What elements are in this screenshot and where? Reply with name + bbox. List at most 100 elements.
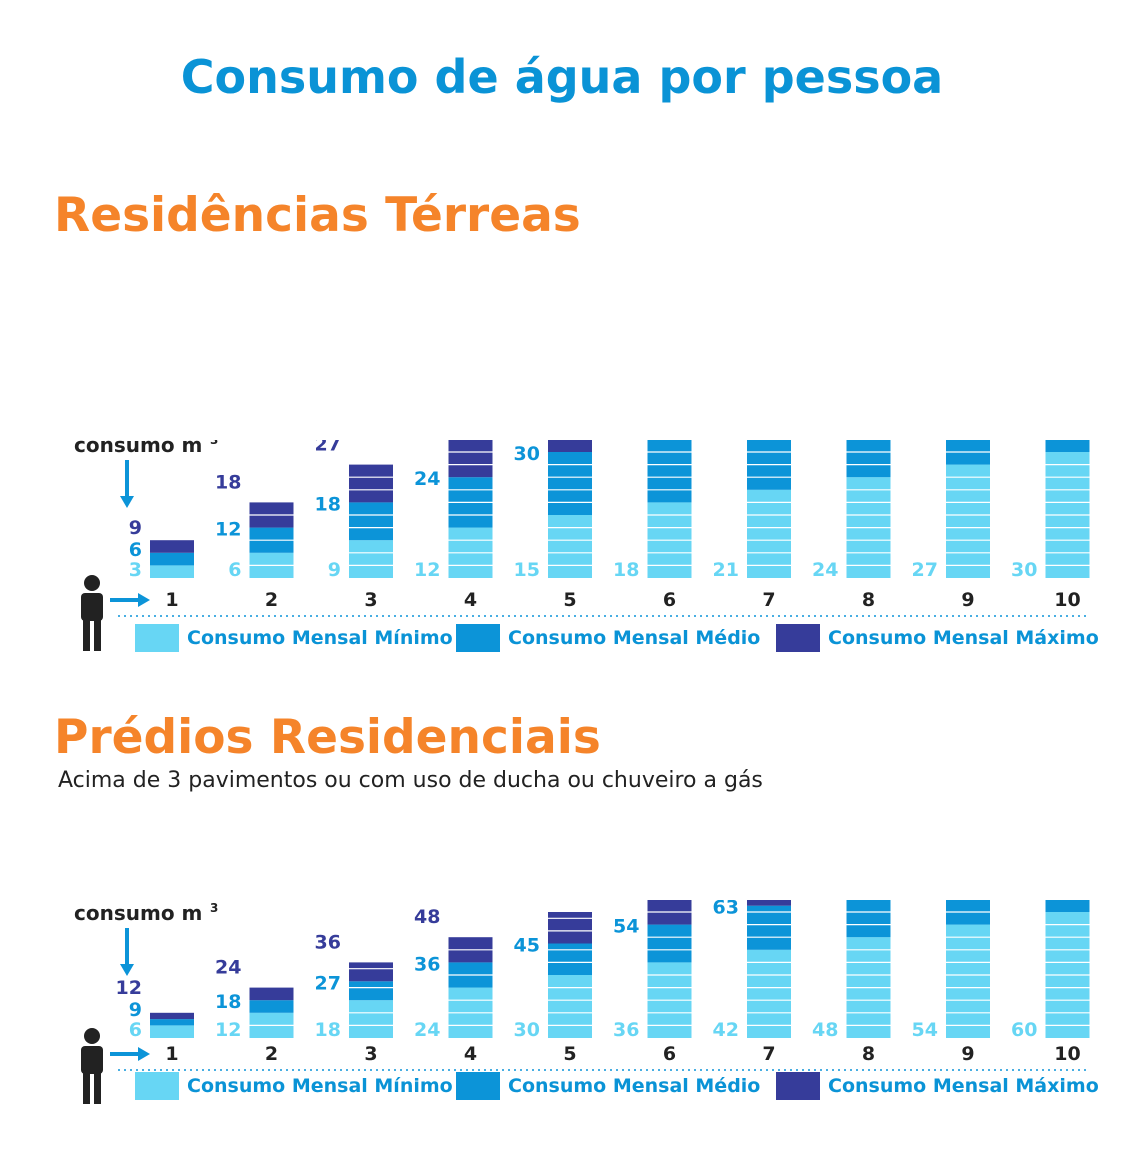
category-label-8: 8 (862, 1043, 875, 1065)
legend-label: Consumo Mensal Médio (508, 627, 761, 649)
bar-terreas-3-seg0 (349, 540, 393, 578)
category-label-2: 2 (265, 589, 278, 611)
legend-swatch (135, 1072, 179, 1100)
bar-predios-10-seg1 (1045, 900, 1090, 912)
value-label: 12 (215, 1019, 241, 1041)
bar-terreas-5-seg1 (548, 452, 592, 515)
category-label-5: 5 (563, 589, 576, 611)
page-title: Consumo de água por pessoa (180, 50, 944, 104)
value-label: 6 (129, 539, 142, 561)
category-label-1: 1 (165, 589, 178, 611)
legend-label: Consumo Mensal Máximo (828, 1075, 1099, 1097)
category-label-3: 3 (364, 1043, 377, 1065)
person-icon (94, 1072, 101, 1104)
bar-predios-7-seg2 (747, 900, 791, 906)
value-label: 6 (129, 1019, 142, 1041)
person-icon (81, 593, 103, 621)
bar-predios-1-seg1 (150, 1019, 194, 1026)
category-label-10: 10 (1054, 1043, 1080, 1065)
value-label: 12 (414, 559, 440, 581)
chart-predios-residenciais: 6912112182421827363243648430456053654726… (74, 900, 1090, 1104)
chart-subtitle-predios: Acima de 3 pavimentos ou com uso de duch… (58, 768, 763, 793)
value-label: 24 (812, 559, 838, 581)
value-label: 45 (514, 935, 540, 957)
arrow-right-icon (138, 593, 150, 607)
person-icon (81, 1046, 103, 1074)
value-label: 6 (228, 559, 241, 581)
bar-terreas-6-seg1 (647, 440, 692, 503)
legend-swatch (776, 624, 820, 652)
legend-label: Consumo Mensal Mínimo (187, 1075, 453, 1097)
value-label: 30 (514, 443, 540, 465)
bar-predios-3-seg1 (349, 981, 393, 1001)
category-label-2: 2 (265, 1043, 278, 1065)
bar-terreas-9-seg0 (946, 464, 990, 578)
value-label: 21 (713, 559, 739, 581)
value-label: 18 (613, 559, 639, 581)
legend-swatch (456, 1072, 500, 1100)
legend-item-medio: Consumo Mensal Médio (456, 624, 760, 652)
value-label: 36 (414, 953, 440, 975)
arrow-down-icon (120, 496, 134, 508)
value-label: 9 (129, 517, 142, 539)
category-label-9: 9 (961, 1043, 974, 1065)
legend-item-maximo: Consumo Mensal Máximo (776, 1072, 1099, 1100)
bar-predios-1-seg2 (150, 1012, 194, 1020)
value-label: 24 (414, 1019, 440, 1041)
person-icon (83, 619, 90, 651)
value-label: 3 (129, 559, 142, 581)
legend-item-maximo: Consumo Mensal Máximo (776, 624, 1099, 652)
bar-predios-7-seg1 (747, 905, 791, 950)
category-label-8: 8 (862, 589, 875, 611)
bar-terreas-5-seg0 (548, 515, 592, 578)
value-label: 36 (315, 931, 341, 953)
bar-terreas-10-seg1 (1045, 440, 1090, 452)
chart-title-terreas: Residências Térreas (54, 188, 581, 243)
bar-predios-2-seg1 (249, 1000, 294, 1013)
bar-predios-9-seg0 (946, 924, 990, 1038)
arrow-down-icon (120, 964, 134, 976)
person-icon (84, 1028, 100, 1044)
category-label-6: 6 (663, 589, 676, 611)
legend-label: Consumo Mensal Mínimo (187, 627, 453, 649)
chart-residencias-terreas: 3691612182918273122436415304551836546214… (74, 440, 1090, 651)
category-label-3: 3 (364, 589, 377, 611)
value-label: 48 (414, 906, 440, 928)
bar-terreas-1-seg0 (150, 565, 194, 578)
value-label: 36 (613, 1019, 639, 1041)
bar-predios-1-seg0 (150, 1025, 194, 1038)
bar-terreas-5-seg2 (548, 440, 592, 452)
value-label: 9 (328, 559, 341, 581)
bar-predios-5-seg1 (548, 943, 592, 975)
bar-predios-3-seg2 (349, 962, 393, 982)
value-label: 60 (514, 900, 540, 903)
value-label: 18 (315, 493, 341, 515)
bar-predios-2-seg2 (249, 987, 294, 1001)
value-label: 27 (912, 559, 938, 581)
value-label: 42 (713, 1019, 739, 1041)
value-label: 30 (1011, 559, 1037, 581)
category-label-4: 4 (464, 1043, 477, 1065)
arrow-right-icon (138, 1047, 150, 1061)
value-label: 27 (315, 440, 341, 456)
category-label-1: 1 (165, 1043, 178, 1065)
bar-terreas-3-seg1 (349, 502, 393, 541)
value-label: 24 (215, 957, 241, 979)
unit-label: consumo m (74, 440, 202, 457)
category-label-6: 6 (663, 1043, 676, 1065)
value-label: 27 (315, 972, 341, 994)
bar-predios-3-seg0 (349, 1000, 393, 1038)
bar-terreas-7-seg0 (747, 489, 791, 578)
legend-item-medio: Consumo Mensal Médio (456, 1072, 760, 1100)
value-label: 18 (215, 991, 241, 1013)
value-label: 24 (414, 468, 440, 490)
bar-terreas-1-seg1 (150, 552, 194, 566)
value-label: 18 (215, 471, 241, 493)
value-label: 18 (315, 1019, 341, 1041)
value-label: 63 (713, 900, 739, 919)
category-label-5: 5 (563, 1043, 576, 1065)
person-icon (94, 619, 101, 651)
bar-terreas-4-seg2 (448, 440, 493, 478)
value-label: 15 (514, 559, 540, 581)
bar-predios-6-seg1 (647, 924, 692, 963)
